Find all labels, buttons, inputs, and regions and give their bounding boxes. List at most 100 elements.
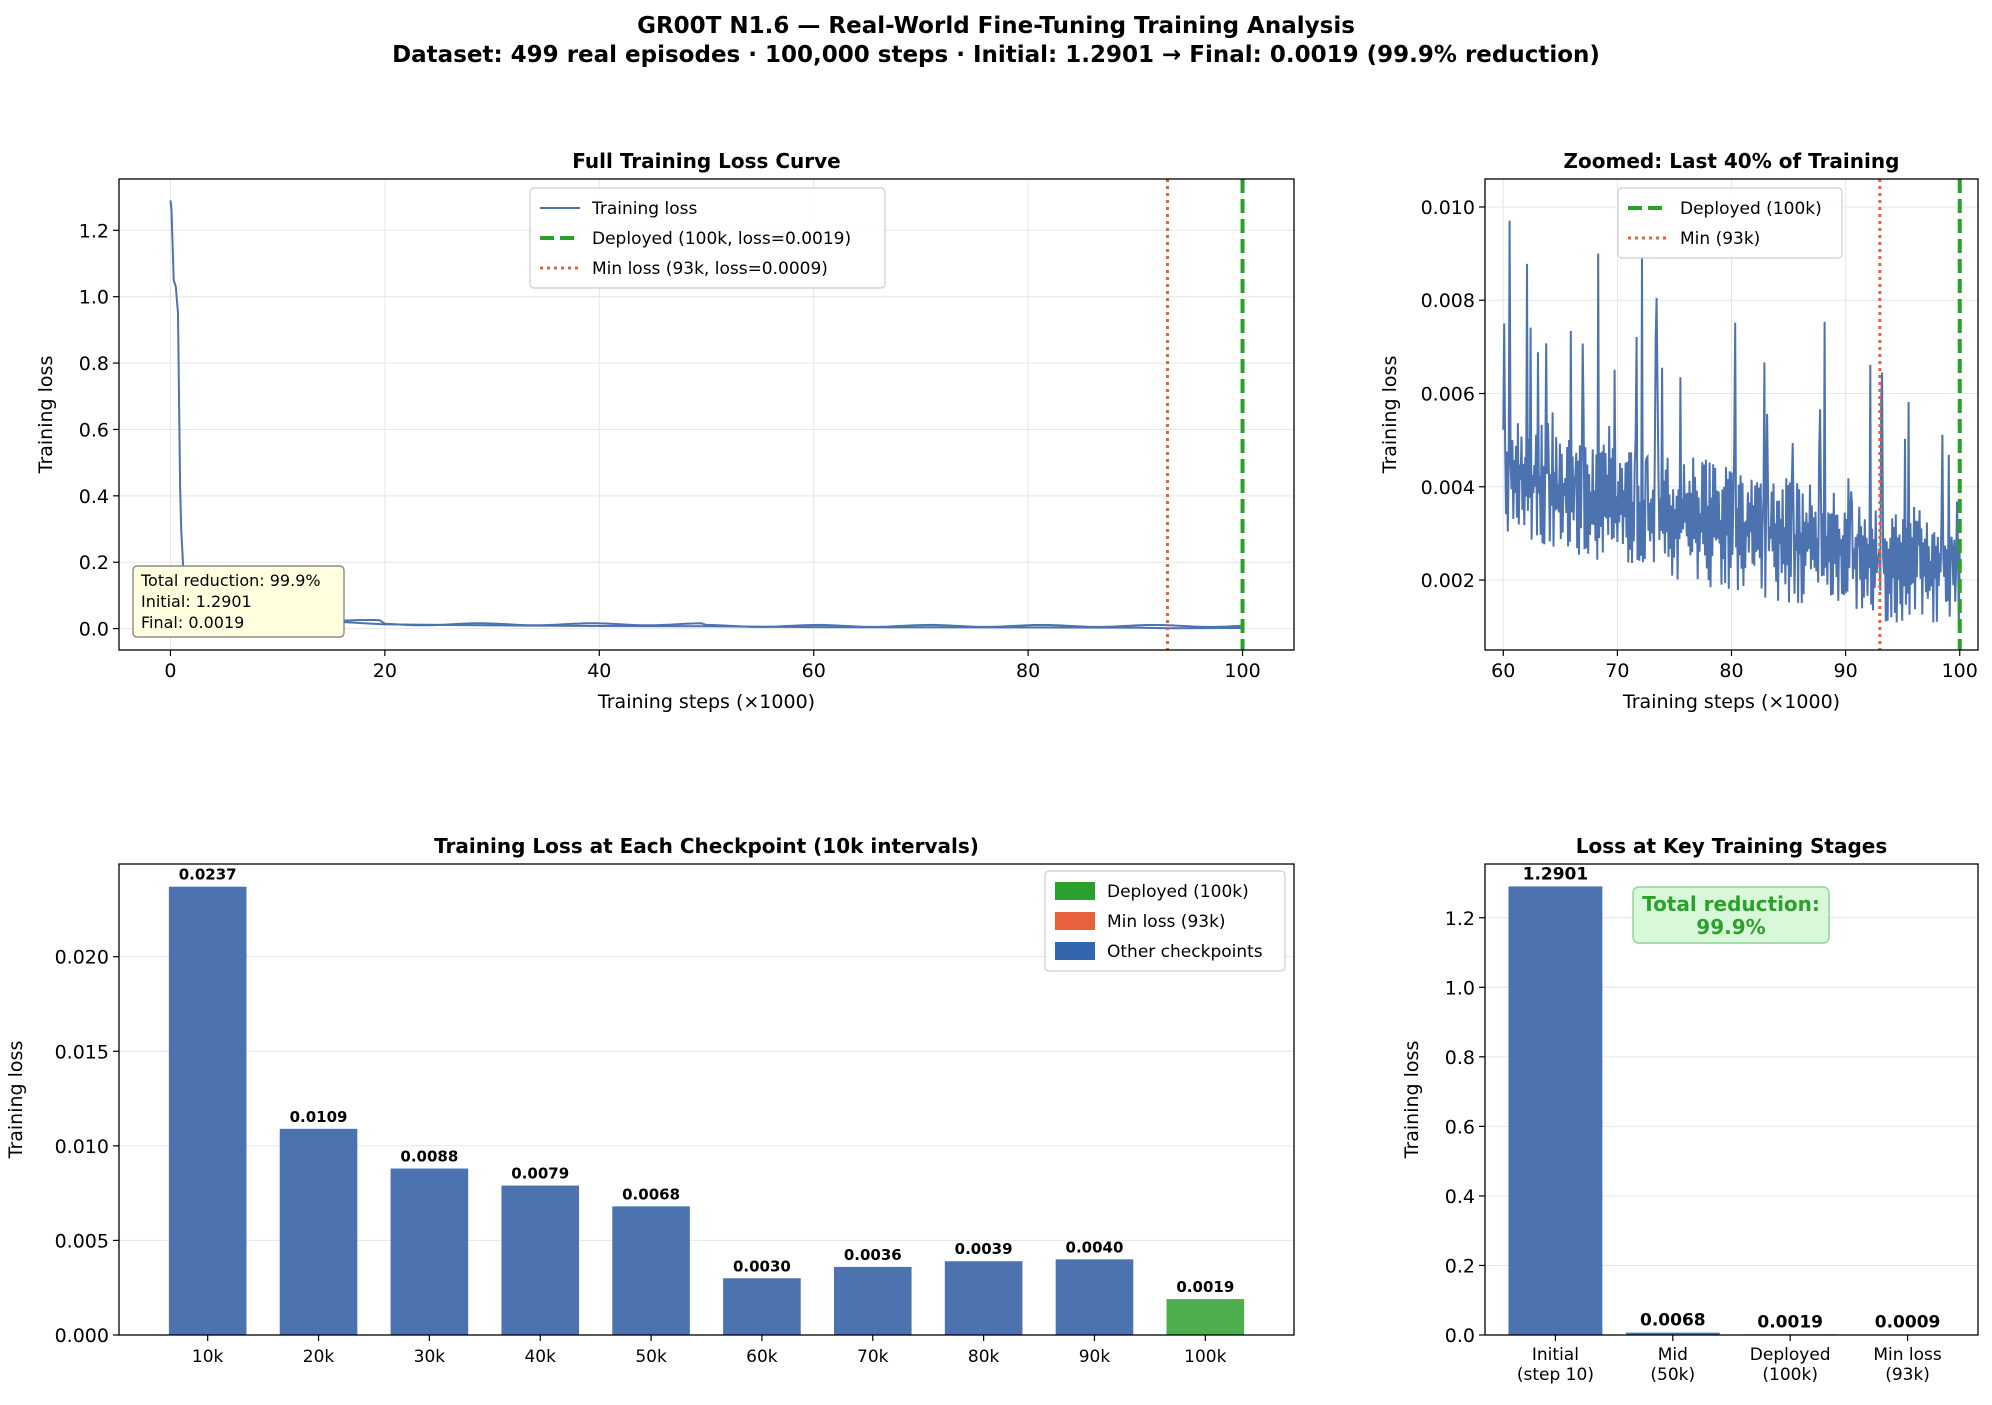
- axes-frame: [118, 178, 1295, 651]
- stage-bar: [1508, 886, 1603, 1335]
- x-tick-label: Initial: [1532, 1345, 1579, 1365]
- checkpoint-bar: [390, 1168, 469, 1335]
- x-tick-label: 20k: [303, 1347, 335, 1367]
- bar-value-label: 0.0030: [733, 1257, 791, 1275]
- y-tick-label: 0.010: [55, 1136, 109, 1158]
- x-tick-label: Mid: [1658, 1345, 1688, 1365]
- legend-box: [1617, 187, 1843, 259]
- checkpoint-bar: [944, 1261, 1023, 1335]
- reduction-callout-text: 99.9%: [1696, 915, 1765, 939]
- x-tick-label: 60: [802, 660, 826, 682]
- panel-title: Full Training Loss Curve: [572, 149, 841, 173]
- y-tick-label: 1.2: [1445, 908, 1475, 930]
- summary-note-line: Total reduction: 99.9%: [140, 571, 321, 590]
- x-tick-label: Deployed: [1750, 1345, 1831, 1365]
- summary-note-line: Final: 0.0019: [141, 613, 244, 632]
- bar-value-label: 0.0088: [400, 1148, 458, 1166]
- x-tick-label: 20: [373, 660, 397, 682]
- y-tick-label: 0.0: [79, 619, 109, 641]
- x-tick-label: (93k): [1885, 1365, 1930, 1385]
- bar-value-label: 0.0068: [1640, 1311, 1706, 1331]
- y-tick-label: 0.006: [1421, 384, 1475, 406]
- y-tick-label: 0.005: [55, 1230, 109, 1252]
- checkpoint-bar: [723, 1278, 801, 1335]
- x-tick-label: 90: [1834, 660, 1858, 682]
- y-axis-label: Training loss: [35, 356, 57, 475]
- y-tick-label: 0.2: [1445, 1255, 1475, 1277]
- bar-value-label: 0.0019: [1757, 1312, 1823, 1332]
- legend-label: Deployed (100k): [1680, 199, 1822, 219]
- y-tick-label: 0.8: [79, 353, 109, 375]
- y-tick-label: 0.002: [1421, 570, 1475, 592]
- y-tick-label: 0.004: [1421, 477, 1475, 499]
- bar-value-label: 0.0079: [511, 1165, 569, 1183]
- bar-value-label: 0.0040: [1066, 1238, 1124, 1256]
- panel-title: Zoomed: Last 40% of Training: [1564, 149, 1900, 173]
- bar-value-label: 0.0068: [622, 1185, 680, 1203]
- x-tick-label: 90k: [1079, 1347, 1111, 1367]
- y-tick-label: 0.6: [79, 419, 109, 441]
- y-tick-label: 0.8: [1445, 1047, 1475, 1069]
- axes-frame: [1484, 178, 1979, 651]
- y-tick-label: 0.015: [55, 1041, 109, 1063]
- x-tick-label: 0: [164, 660, 176, 682]
- legend-label: Other checkpoints: [1107, 942, 1263, 962]
- legend-label: Min loss (93k, loss=0.0009): [592, 259, 828, 279]
- x-axis-label: Training steps (×1000): [597, 691, 815, 713]
- legend-box: [529, 187, 886, 289]
- full-curve-panel: 0.0 0.2 0.4 0.6 0.8 1.0 1.2 0 20 40 60 80 100 Full Tr…: [35, 149, 1295, 713]
- y-tick-label: 0.4: [1445, 1186, 1475, 1208]
- y-axis-label: Training loss: [1379, 356, 1401, 475]
- x-tick-label: Min loss: [1873, 1345, 1942, 1365]
- x-tick-label: 60: [1491, 660, 1515, 682]
- legend-label: Min loss (93k): [1107, 912, 1226, 932]
- x-tick-label: 40k: [524, 1347, 556, 1367]
- legend-swatch: [1055, 942, 1095, 960]
- figure-title-line1: GR00T N1.6 — Real-World Fine-Tuning Trai…: [637, 13, 1355, 39]
- x-tick-label: 100k: [1184, 1347, 1226, 1367]
- y-tick-label: 0.000: [55, 1325, 109, 1347]
- reduction-callout-text: Total reduction:: [1642, 892, 1820, 916]
- x-tick-label: 50k: [635, 1347, 667, 1367]
- checkpoint-bar: [168, 886, 247, 1335]
- x-tick-label: (100k): [1762, 1365, 1818, 1385]
- checkpoint-bar: [833, 1266, 912, 1335]
- bar-value-label: 1.2901: [1523, 864, 1589, 884]
- legend-box: [1044, 870, 1286, 972]
- bar-value-label: 0.0109: [290, 1108, 348, 1126]
- checkpoint-bar: [1055, 1259, 1134, 1335]
- checkpoint-bar-panel: 0.000 0.005 0.010 0.015 0.020 Training Loss a…: [5, 834, 1295, 1367]
- y-tick-label: 0.0: [1445, 1325, 1475, 1347]
- bar-value-label: 0.0019: [1176, 1278, 1234, 1296]
- x-tick-label: 100: [1942, 660, 1978, 682]
- x-tick-label: (step 10): [1517, 1365, 1594, 1385]
- y-tick-label: 0.2: [79, 552, 109, 574]
- bar-value-label: 0.0039: [955, 1240, 1013, 1258]
- x-tick-label: 80: [1719, 660, 1743, 682]
- x-tick-label: 100: [1224, 660, 1260, 682]
- x-tick-label: 80k: [968, 1347, 1000, 1367]
- checkpoint-bar: [279, 1128, 358, 1335]
- y-tick-label: 1.0: [79, 287, 109, 309]
- x-tick-label: 40: [587, 660, 611, 682]
- legend-swatch: [1055, 912, 1095, 930]
- summary-note-box: [132, 565, 345, 638]
- legend-swatch: [1055, 882, 1095, 900]
- x-tick-label: 70: [1605, 660, 1629, 682]
- zoomed-loss-line: [1502, 220, 1961, 627]
- figure-title-line2: Dataset: 499 real episodes · 100,000 ste…: [392, 42, 1600, 68]
- axes-frame: [118, 863, 1295, 1336]
- y-tick-label: 0.010: [1421, 197, 1475, 219]
- y-axis-label: Training loss: [1401, 1041, 1423, 1160]
- x-tick-label: (50k): [1650, 1365, 1695, 1385]
- legend-label: Min (93k): [1680, 229, 1760, 249]
- y-tick-label: 0.4: [79, 486, 109, 508]
- x-tick-label: 80: [1016, 660, 1040, 682]
- summary-note-line: Initial: 1.2901: [141, 592, 252, 611]
- bar-value-label: 0.0009: [1875, 1313, 1941, 1333]
- x-axis-label: Training steps (×1000): [1622, 691, 1840, 713]
- training-loss-noise: [190, 613, 1243, 628]
- y-tick-label: 1.0: [1445, 977, 1475, 999]
- legend-label: Deployed (100k, loss=0.0019): [592, 229, 851, 249]
